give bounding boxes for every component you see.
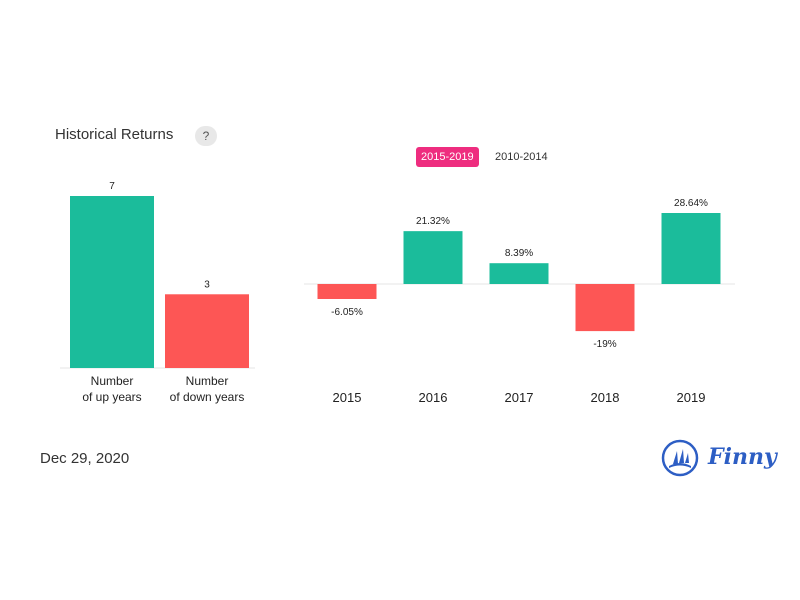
data-label: 3 — [204, 279, 210, 290]
tick-label: 2017 — [505, 390, 534, 405]
tick-label: Number — [91, 374, 134, 388]
as-of-date: Dec 29, 2020 — [40, 450, 130, 467]
data-label: 7 — [109, 181, 115, 192]
page-title: Historical Returns — [55, 126, 174, 143]
tick-label: of up years — [82, 390, 141, 404]
bar-down-years — [165, 294, 249, 368]
tick-label: 2019 — [677, 390, 706, 405]
data-label: 28.64% — [674, 198, 708, 209]
tick-label: 2018 — [591, 390, 620, 405]
bar-2018 — [575, 284, 635, 332]
data-label: -6.05% — [331, 307, 363, 318]
bar-up-years — [70, 196, 154, 368]
bar-2015 — [317, 284, 377, 299]
data-label: 21.32% — [416, 216, 450, 227]
brand-name: Finny — [708, 444, 777, 470]
data-label: 8.39% — [505, 248, 533, 259]
tick-label: 2015 — [333, 390, 362, 405]
tab-2010-2014[interactable]: 2010-2014 — [495, 151, 548, 163]
bar-2019 — [661, 213, 721, 284]
bar-2017 — [489, 263, 549, 284]
help-icon[interactable]: ? — [195, 126, 217, 146]
tab-2015-2019[interactable]: 2015-2019 — [416, 147, 479, 167]
sailboat-logo-icon — [661, 439, 699, 477]
bar-2016 — [403, 231, 463, 284]
data-label: -19% — [593, 339, 616, 350]
tick-label: of down years — [170, 390, 245, 404]
finny-logo: Finny — [660, 438, 777, 478]
annual-returns-chart: -6.05% 2015 21.32% 2016 8.39% 2017 -19% 2018 28.… — [304, 198, 735, 405]
up-down-years-chart: 7 Number of up years 3 Number of down years — [60, 181, 255, 404]
tick-label: Number — [186, 374, 229, 388]
tick-label: 2016 — [419, 390, 448, 405]
